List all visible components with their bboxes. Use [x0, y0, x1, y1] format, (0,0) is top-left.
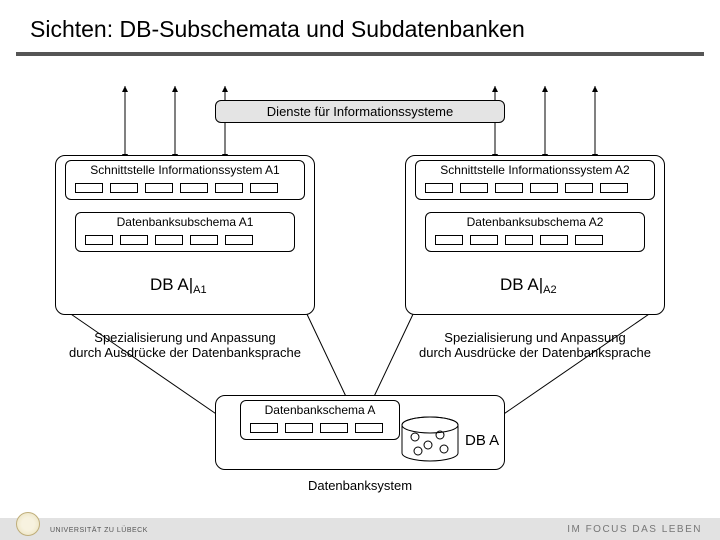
- db-cylinder-icon: [400, 415, 460, 465]
- slot: [250, 183, 278, 193]
- services-box: Dienste für Informationssysteme: [215, 100, 505, 123]
- slot: [85, 235, 113, 245]
- left-subschema-label: Datenbanksubschema A1: [117, 215, 254, 229]
- slot: [120, 235, 148, 245]
- right-interface: Schnittstelle Informationssystem A2: [415, 160, 655, 200]
- left-note-1: Spezialisierung und Anpassung: [50, 330, 320, 345]
- db-a-label: DB A: [465, 432, 499, 449]
- right-note-1: Spezialisierung und Anpassung: [400, 330, 670, 345]
- slot: [495, 183, 523, 193]
- slot: [600, 183, 628, 193]
- left-note-2: durch Ausdrücke der Datenbanksprache: [50, 345, 320, 360]
- left-db-label: DB A|A1: [150, 275, 207, 295]
- slot: [75, 183, 103, 193]
- slot: [215, 183, 243, 193]
- left-interface-label: Schnittstelle Informationssystem A1: [90, 163, 279, 177]
- left-subschema: Datenbanksubschema A1: [75, 212, 295, 252]
- slot: [285, 423, 313, 433]
- right-db-sub: A2: [543, 284, 556, 296]
- slot: [110, 183, 138, 193]
- right-db-label: DB A|A2: [500, 275, 557, 295]
- slot: [435, 235, 463, 245]
- right-subschema: Datenbanksubschema A2: [425, 212, 645, 252]
- left-interface: Schnittstelle Informationssystem A1: [65, 160, 305, 200]
- left-db-sub: A1: [193, 284, 206, 296]
- slot: [155, 235, 183, 245]
- right-interface-label: Schnittstelle Informationssystem A2: [440, 163, 629, 177]
- slot: [540, 235, 568, 245]
- slot: [530, 183, 558, 193]
- slot: [565, 183, 593, 193]
- right-note-2: durch Ausdrücke der Datenbanksprache: [400, 345, 670, 360]
- system-label: Datenbanksystem: [260, 478, 460, 493]
- slot: [575, 235, 603, 245]
- slot: [250, 423, 278, 433]
- slot: [190, 235, 218, 245]
- left-note: Spezialisierung und Anpassung durch Ausd…: [50, 330, 320, 360]
- slot: [470, 235, 498, 245]
- footer-left: UNIVERSITÄT ZU LÜBECK: [50, 527, 148, 534]
- page-title: Sichten: DB-Subschemata und Subdatenbank…: [30, 16, 525, 43]
- slot: [225, 235, 253, 245]
- schema-box: Datenbankschema A: [240, 400, 400, 440]
- footer-right: IM FOCUS DAS LEBEN: [567, 524, 702, 535]
- slot: [320, 423, 348, 433]
- schema-label: Datenbankschema A: [265, 403, 376, 417]
- left-db-main: DB A|: [150, 275, 193, 294]
- slot: [355, 423, 383, 433]
- right-subschema-label: Datenbanksubschema A2: [467, 215, 604, 229]
- right-note: Spezialisierung und Anpassung durch Ausd…: [400, 330, 670, 360]
- slot: [505, 235, 533, 245]
- university-seal-icon: [16, 512, 40, 536]
- slot: [180, 183, 208, 193]
- title-rule: [16, 52, 704, 56]
- slot: [425, 183, 453, 193]
- right-db-main: DB A|: [500, 275, 543, 294]
- slot: [460, 183, 488, 193]
- slot: [145, 183, 173, 193]
- slide: Sichten: DB-Subschemata und Subdatenbank…: [0, 0, 720, 540]
